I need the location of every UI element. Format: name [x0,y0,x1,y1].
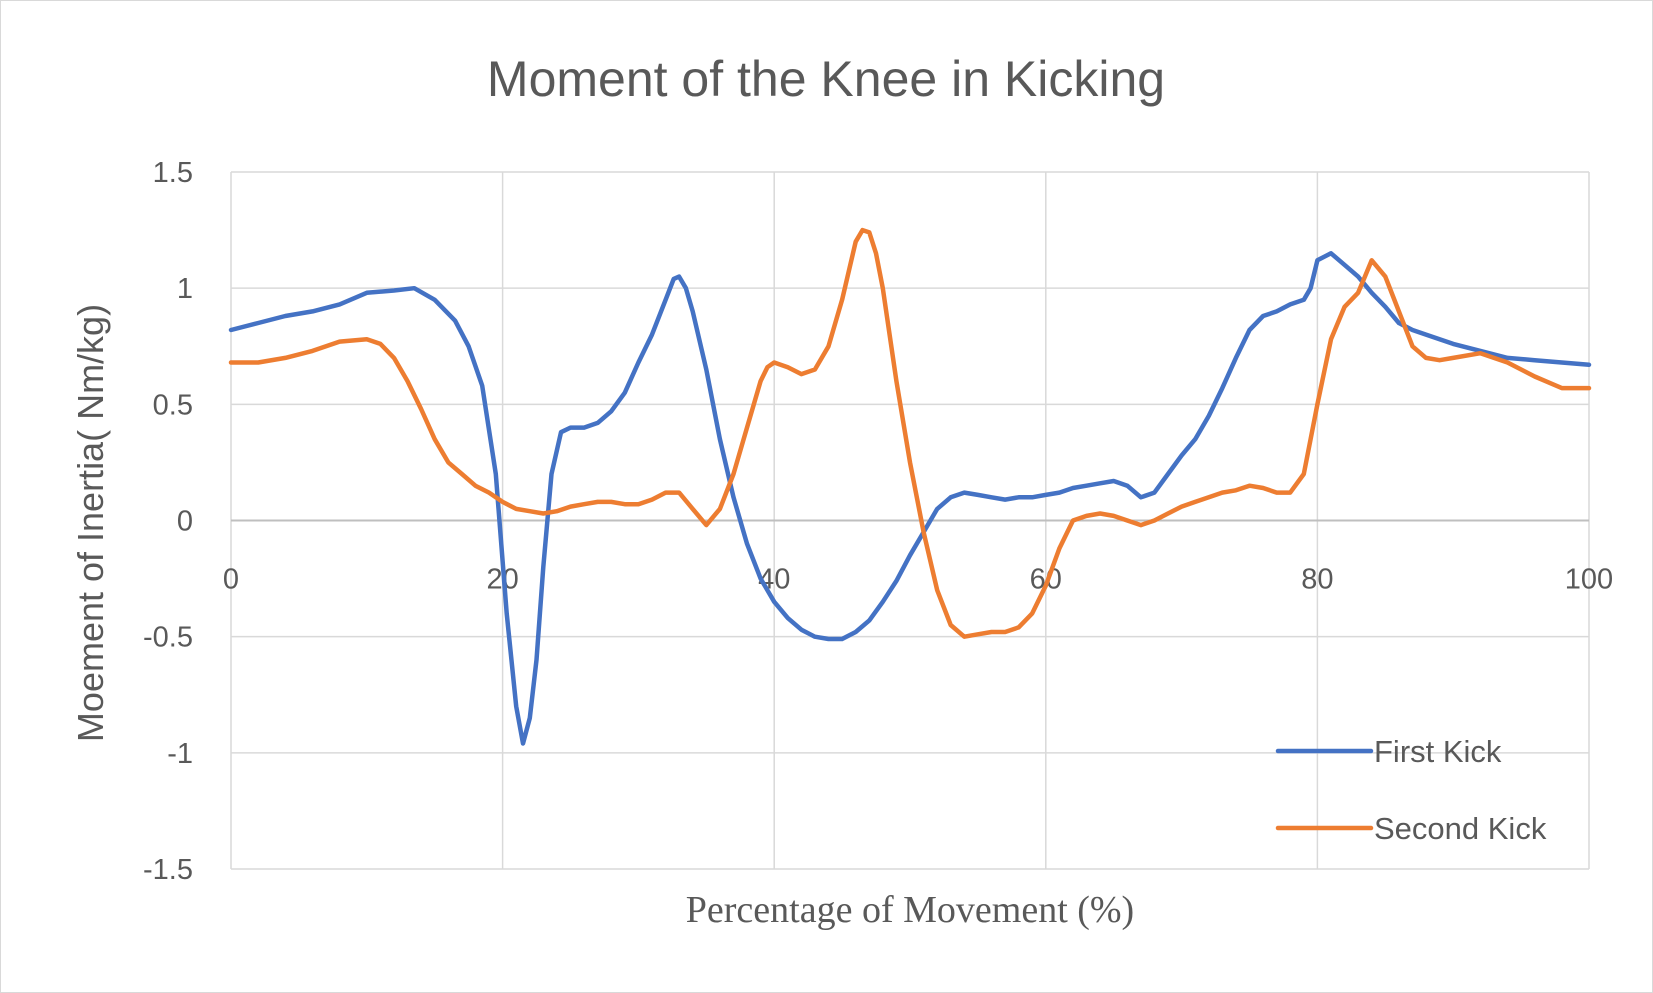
y-tick-label: -1.5 [143,854,193,886]
legend-label-second-kick: Second Kick [1374,811,1547,846]
y-tick-label: 1.5 [153,157,193,189]
x-tick-label: 0 [223,564,239,596]
x-tick-label: 80 [1301,564,1333,596]
y-tick-label: -1 [167,738,193,770]
series-line-second-kick [228,227,1592,639]
chart-title: Moment of the Knee in Kicking [487,51,1165,107]
legend: First Kick Second Kick [1275,734,1547,846]
y-tick-label: -0.5 [143,622,193,654]
series-line-first-kick [228,251,1592,746]
legend-label-first-kick: First Kick [1374,734,1502,769]
y-tick-label: 1 [177,273,193,305]
y-axis-label: Moement of Inertia( Nm/kg) [70,304,111,742]
y-tick-label: 0.5 [153,389,193,421]
series-lines [228,227,1592,746]
x-axis-label: Percentage of Movement (%) [686,889,1134,931]
x-tick-label: 100 [1565,564,1613,596]
y-tick-label: 0 [177,506,193,538]
